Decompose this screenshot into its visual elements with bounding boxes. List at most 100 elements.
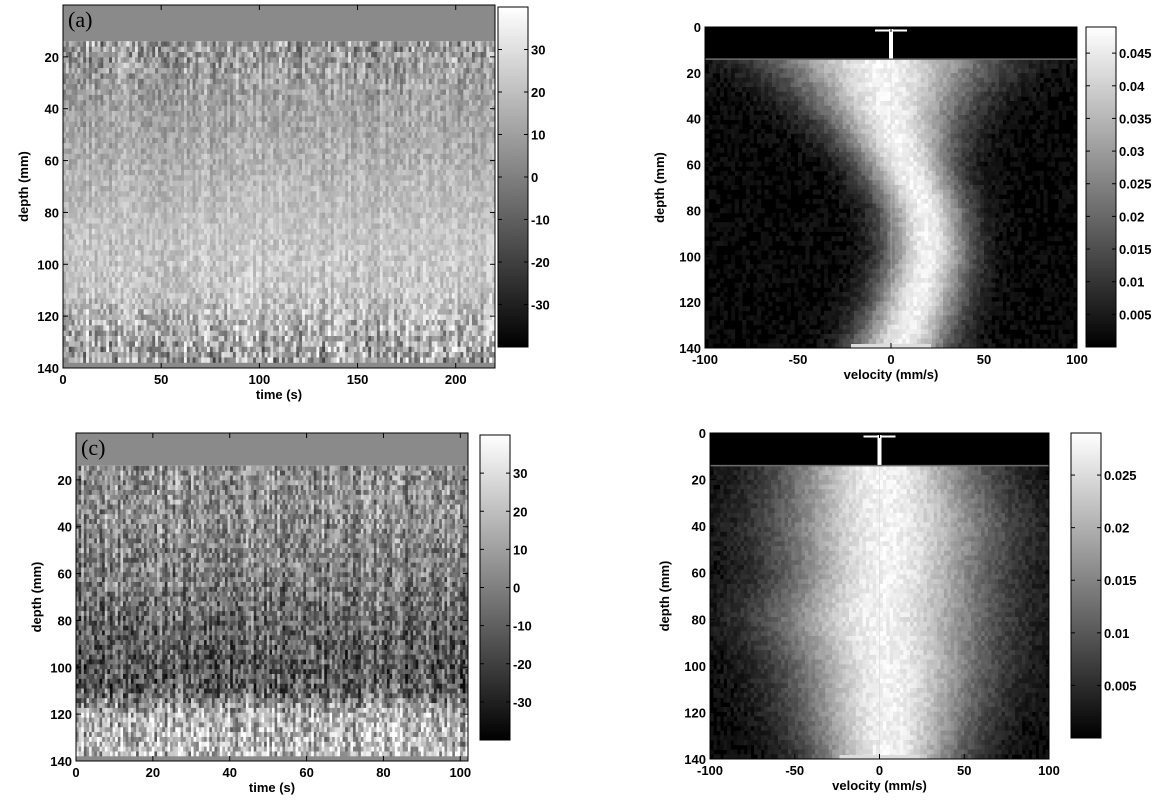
heatmap-cell [198,164,202,171]
heatmap-cell [172,148,176,155]
heatmap-cell [253,239,257,246]
heatmap-cell [244,180,248,187]
heatmap-cell [137,341,142,348]
heatmap-cell [172,287,176,294]
heatmap-cell [83,180,87,187]
heatmap-cell [129,89,133,96]
heatmap-cell [290,261,294,267]
heatmap-cell [146,116,150,123]
heatmap-cell [209,336,214,342]
heatmap-cell [114,319,119,326]
heatmap-cell [287,57,291,64]
heatmap-cell [100,314,104,321]
heatmap-cell [160,207,165,214]
heatmap-cell [212,250,217,257]
heatmap-cell [158,148,162,155]
heatmap-cell [183,298,188,305]
heatmap-cell [299,41,303,48]
heatmap-cell [63,148,67,155]
heatmap-cell [65,132,70,139]
heatmap-cell [290,223,294,230]
heatmap-cell [178,282,182,289]
heatmap-cell [129,336,133,342]
heatmap-cell [137,159,142,165]
heatmap-cell [201,207,205,214]
heatmap-cell [241,330,245,337]
heatmap-cell [166,277,170,283]
heatmap-cell [181,352,185,358]
heatmap-cell [175,68,179,74]
heatmap-cell [88,218,93,224]
heatmap-cell [166,207,170,214]
heatmap-cell [63,46,67,53]
heatmap-cell [247,164,251,171]
heatmap-cell [186,132,191,139]
heatmap-cell [94,185,98,192]
heatmap-cell [160,169,165,176]
heatmap-cell [169,330,173,337]
heatmap-cell [296,68,300,74]
heatmap-cell [166,228,170,235]
heatmap-cell [169,234,173,240]
heatmap-cell [273,314,277,321]
heatmap-cell [209,341,214,348]
heatmap-cell [68,218,73,224]
heatmap-cell [302,84,306,90]
heatmap-cell [65,239,70,246]
heatmap-cell [123,121,127,128]
heatmap-cell [276,46,280,53]
heatmap-cell [299,223,303,230]
heatmap-cell [114,164,119,171]
heatmap-cell [163,132,168,139]
heatmap-cell [215,132,219,139]
heatmap-cell [111,94,116,101]
heatmap-cell [91,207,96,214]
heatmap-cell [198,319,202,326]
heatmap-cell [261,239,265,246]
heatmap-cell [201,105,205,112]
heatmap-cell [175,319,179,326]
heatmap-cell [111,207,116,214]
heatmap-cell [86,277,90,283]
heatmap-cell [140,159,145,165]
heatmap-cell [264,148,268,155]
heatmap-cell [146,110,150,117]
heatmap-cell [65,127,70,133]
heatmap-cell [212,271,217,278]
heatmap-cell [178,153,182,160]
heatmap-cell [267,127,271,133]
heatmap-cell [183,159,188,165]
heatmap-cell [126,52,130,58]
heatmap-cell [97,250,101,257]
heatmap-cell [235,357,240,364]
heatmap-cell [227,234,231,240]
heatmap-cell [192,287,196,294]
heatmap-cell [255,239,260,246]
heatmap-cell [143,110,147,117]
heatmap-cell [109,127,113,133]
heatmap-cell [181,234,185,240]
heatmap-cell [106,89,110,96]
heatmap-cell [140,314,145,321]
heatmap-cell [189,282,193,289]
heatmap-cell [209,185,214,192]
heatmap-cell [91,164,96,171]
heatmap-cell [270,277,274,283]
heatmap-cell [279,303,283,310]
heatmap-cell [169,169,173,176]
heatmap-cell [132,191,136,198]
heatmap-cell [189,73,193,80]
heatmap-cell [123,293,127,299]
heatmap-cell [97,46,101,53]
heatmap-cell [100,89,104,96]
heatmap-cell [261,78,265,85]
heatmap-cell [135,330,139,337]
heatmap-cell [241,271,245,278]
heatmap-cell [172,143,176,149]
heatmap-cell [166,223,170,230]
heatmap-cell [198,255,202,262]
heatmap-cell [247,73,251,80]
heatmap-cell [189,84,193,90]
heatmap-cell [281,180,286,187]
heatmap-cell [88,250,93,257]
